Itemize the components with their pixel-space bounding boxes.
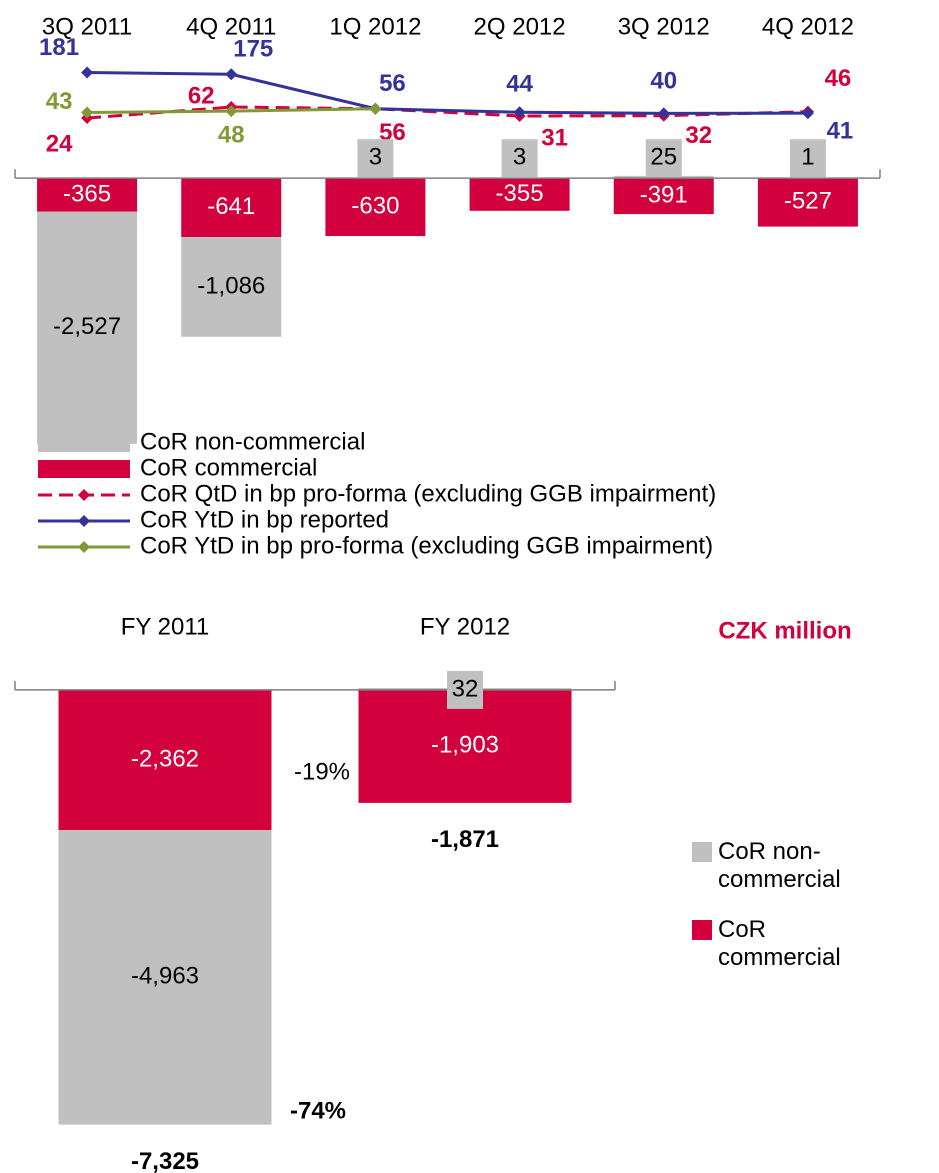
data-label: -641	[207, 193, 255, 220]
data-label: 41	[827, 117, 854, 144]
data-label: 43	[46, 88, 73, 115]
legend-swatch	[38, 434, 130, 452]
data-label: 25	[650, 144, 677, 171]
label-box	[645, 139, 682, 178]
bar	[58, 689, 272, 831]
legend-label: CoR YtD in bp pro-forma (excluding GGB i…	[140, 532, 713, 559]
data-label: -630	[351, 192, 399, 219]
legend-swatch	[38, 460, 130, 478]
data-label: -391	[640, 181, 688, 208]
line-marker	[513, 106, 526, 119]
legend-label: CoR commercial	[140, 454, 317, 481]
data-label: 175	[233, 36, 273, 63]
line-marker	[801, 107, 814, 120]
legend: CoR non-commercial CoR commercial	[692, 838, 932, 994]
total-label: -7,325	[131, 1148, 199, 1173]
data-label: -1,086	[197, 272, 265, 299]
data-label: 24	[46, 130, 73, 157]
total-label: -1,871	[431, 826, 499, 853]
legend-label: CoR non-commercial	[140, 428, 365, 455]
bar	[37, 178, 138, 212]
x-tick-label: FY 2012	[420, 613, 510, 640]
legend-label: CoR non-commercial	[718, 838, 841, 893]
line-marker	[81, 66, 94, 79]
x-tick-label: 4Q 2011	[186, 13, 276, 40]
data-label: 3	[513, 144, 526, 171]
data-label: -2,527	[53, 313, 121, 340]
legend-label: CoR commercial	[718, 916, 841, 971]
line-marker	[225, 105, 238, 118]
data-label: 40	[650, 68, 677, 95]
annotation: -19%	[294, 758, 350, 785]
line	[86, 105, 808, 120]
data-label: 44	[506, 71, 533, 98]
line-marker	[81, 106, 94, 119]
label-box	[447, 670, 483, 709]
legend-label: CoR YtD in bp reported	[140, 506, 389, 533]
data-label: 56	[379, 70, 406, 97]
data-label: -355	[496, 180, 544, 207]
data-label: 46	[825, 65, 852, 92]
line-marker	[657, 107, 670, 120]
bar	[613, 178, 714, 215]
data-label: 1	[801, 144, 814, 171]
legend-swatch	[78, 541, 90, 553]
label-box	[357, 139, 394, 178]
data-label: 62	[188, 82, 215, 109]
data-label: 48	[218, 121, 245, 148]
label-box	[789, 139, 826, 178]
bar	[58, 830, 272, 1125]
label-box	[501, 139, 538, 178]
x-tick-label: 2Q 2012	[474, 13, 566, 40]
data-label: 3	[369, 144, 382, 171]
data-label: -1,903	[431, 732, 499, 759]
line	[87, 71, 808, 115]
data-label: 32	[685, 122, 712, 149]
unit-label: CZK million	[718, 617, 851, 644]
legend-item: CoR non-commercial	[692, 838, 932, 894]
x-tick-label: 3Q 2011	[42, 13, 132, 40]
bar	[181, 178, 282, 238]
legend-item: CoR commercial	[692, 916, 932, 972]
data-label: -527	[784, 188, 832, 215]
line-marker	[225, 68, 238, 81]
x-tick-label: 4Q 2012	[762, 13, 854, 40]
x-tick-label: 1Q 2012	[329, 13, 421, 40]
bar	[37, 211, 138, 444]
bar	[181, 237, 282, 337]
data-label: -365	[63, 180, 111, 207]
bar	[325, 178, 426, 237]
data-label: -4,963	[131, 963, 199, 990]
legend-swatch	[692, 842, 712, 862]
bar	[469, 178, 570, 211]
data-label: 181	[39, 34, 79, 61]
legend-swatch	[78, 489, 90, 501]
line-marker	[369, 102, 382, 115]
data-label: 31	[541, 124, 568, 151]
x-tick-label: FY 2011	[121, 613, 210, 640]
legend-label: CoR QtD in bp pro-forma (excluding GGB i…	[140, 480, 716, 507]
data-label: -2,362	[131, 745, 199, 772]
legend-swatch	[78, 515, 90, 527]
bar	[757, 178, 858, 227]
data-label: 32	[452, 675, 479, 702]
legend-swatch	[692, 920, 712, 940]
annotation: -74%	[290, 1097, 346, 1124]
x-tick-label: 3Q 2012	[618, 13, 710, 40]
